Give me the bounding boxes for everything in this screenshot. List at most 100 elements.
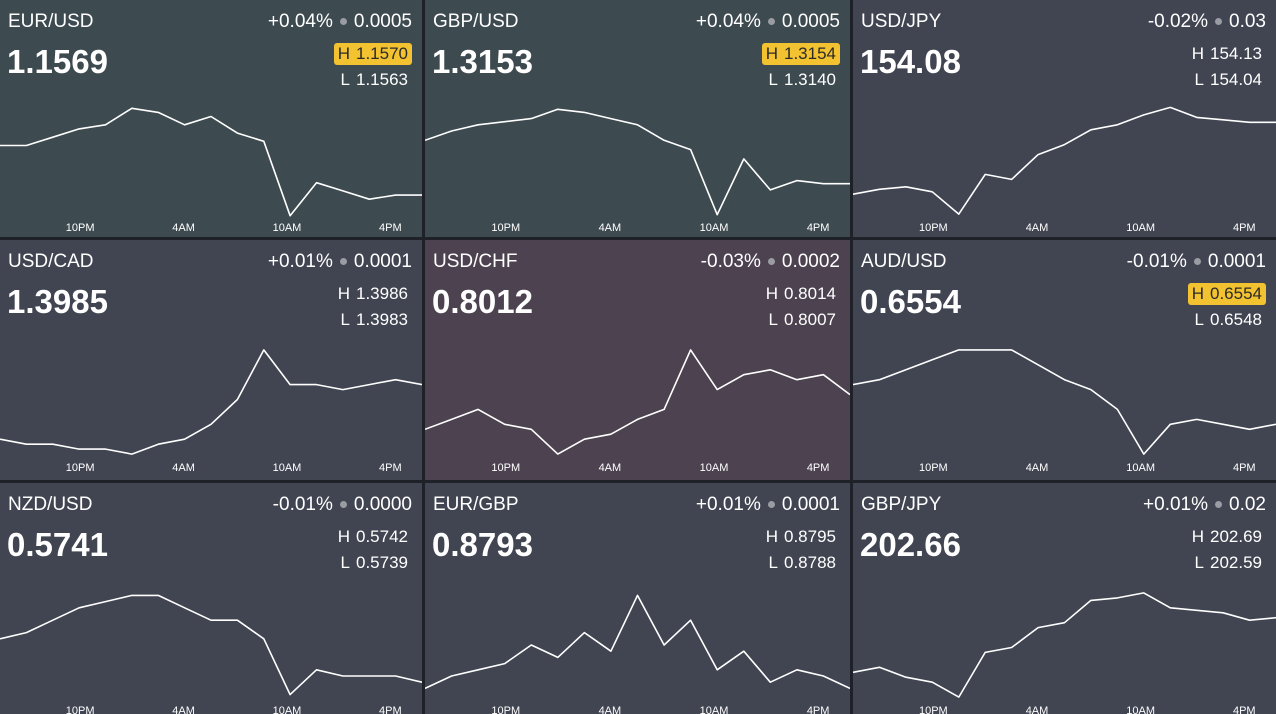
- quote-tile[interactable]: USD/CAD +0.01% 0.0001 1.3985 H 1.3986 L 1.3983 1…: [0, 240, 422, 480]
- x-tick-label: 4PM: [379, 222, 402, 234]
- symbol: AUD/USD: [861, 251, 947, 272]
- change-absolute: 0.0001: [1207, 251, 1266, 272]
- symbol: EUR/USD: [8, 11, 94, 32]
- price-line: [0, 349, 422, 455]
- change-percent: +0.01%: [1143, 494, 1209, 515]
- high-label: H: [337, 527, 350, 546]
- quote-tile[interactable]: EUR/USD +0.04% 0.0005 1.1569 H 1.1570 L 1.1563 1…: [0, 0, 422, 237]
- change-percent: -0.01%: [1126, 251, 1187, 272]
- high-label: H: [1191, 44, 1204, 63]
- separator-dot: [1215, 501, 1223, 509]
- price: 0.8012: [432, 283, 533, 320]
- x-tick-label: 10PM: [66, 222, 95, 234]
- high-value: 0.8014: [784, 284, 836, 303]
- price-line: [425, 108, 850, 216]
- change-percent: +0.04%: [267, 11, 333, 32]
- change-percent: -0.02%: [1147, 11, 1209, 32]
- price: 1.3153: [432, 43, 533, 80]
- x-tick-label: 10AM: [273, 462, 302, 474]
- x-tick-label: 10AM: [1126, 222, 1155, 234]
- change-percent: -0.01%: [272, 494, 333, 515]
- x-tick-label: 4PM: [807, 222, 830, 234]
- change: +0.01% 0.0001: [696, 494, 840, 516]
- low-value: 0.8788: [784, 553, 836, 572]
- price: 0.6554: [860, 283, 961, 320]
- separator-dot: [767, 501, 775, 509]
- high-label: H: [337, 284, 350, 303]
- price-line: [425, 594, 850, 690]
- sparkline: 10PM 4AM 10AM 4PM: [853, 349, 1276, 474]
- low: L 1.3983: [337, 309, 412, 331]
- quote-tile[interactable]: GBP/USD +0.04% 0.0005 1.3153 H 1.3154 L 1.3140 1…: [425, 0, 850, 237]
- low: L 0.8007: [765, 309, 840, 331]
- separator-dot: [339, 501, 347, 509]
- change-absolute: 0.0001: [353, 251, 412, 272]
- high-label: H: [1191, 527, 1204, 546]
- sparkline: 10PM 4AM 10AM 4PM: [425, 108, 850, 234]
- x-tick-label: 10PM: [66, 462, 95, 474]
- price: 202.66: [860, 526, 961, 563]
- low-label: L: [1194, 70, 1204, 89]
- sparkline: 10PM 4AM 10AM 4PM: [425, 349, 850, 474]
- low-label: L: [768, 310, 778, 329]
- change: -0.01% 0.0000: [273, 494, 412, 516]
- price: 1.3985: [7, 283, 108, 320]
- price: 0.5741: [7, 526, 108, 563]
- separator-dot: [767, 258, 775, 266]
- change-absolute: 0.0002: [781, 251, 840, 272]
- sparkline: 10PM 4AM 10AM 4PM: [425, 594, 850, 714]
- high: H 154.13: [1188, 43, 1266, 65]
- low: L 0.6548: [1191, 309, 1266, 331]
- quote-tile[interactable]: AUD/USD -0.01% 0.0001 0.6554 H 0.6554 L 0.6548 1…: [853, 240, 1276, 480]
- x-tick-label: 4PM: [807, 705, 830, 714]
- price-line: [853, 592, 1276, 698]
- change: +0.04% 0.0005: [696, 11, 840, 33]
- price-line: [0, 107, 422, 217]
- high: H 0.5742: [334, 526, 412, 548]
- x-tick-label: 4AM: [172, 462, 195, 474]
- low-label: L: [340, 553, 350, 572]
- change: -0.01% 0.0001: [1127, 251, 1266, 273]
- price-line: [853, 106, 1276, 215]
- change: +0.01% 0.02: [1143, 494, 1266, 516]
- x-tick-label: 10PM: [491, 222, 520, 234]
- quote-tile[interactable]: USD/CHF -0.03% 0.0002 0.8012 H 0.8014 L 0.8007 1…: [425, 240, 850, 480]
- x-tick-label: 10AM: [700, 462, 729, 474]
- change-absolute: 0.03: [1229, 11, 1266, 32]
- change-percent: +0.01%: [695, 494, 761, 515]
- change-absolute: 0.0001: [781, 494, 840, 515]
- separator-dot: [767, 18, 775, 26]
- low: L 1.1563: [337, 69, 412, 91]
- symbol: USD/JPY: [861, 11, 942, 32]
- x-tick-label: 4AM: [1026, 462, 1049, 474]
- high-label: H: [765, 527, 778, 546]
- high-label: H: [765, 44, 778, 63]
- x-tick-label: 4PM: [1233, 462, 1256, 474]
- high-label: H: [1191, 284, 1204, 303]
- price-line: [853, 349, 1276, 455]
- change: -0.02% 0.03: [1148, 11, 1266, 33]
- x-tick-label: 4AM: [1026, 705, 1049, 714]
- change-absolute: 0.0005: [781, 11, 840, 32]
- x-tick-label: 4AM: [599, 222, 622, 234]
- high-value: 1.1570: [356, 44, 408, 63]
- x-tick-label: 10PM: [491, 705, 520, 714]
- quote-tile[interactable]: GBP/JPY +0.01% 0.02 202.66 H 202.69 L 202.59 10P…: [853, 483, 1276, 714]
- x-tick-label: 10AM: [1126, 705, 1155, 714]
- low-label: L: [340, 70, 350, 89]
- symbol: USD/CAD: [8, 251, 94, 272]
- quote-tile[interactable]: NZD/USD -0.01% 0.0000 0.5741 H 0.5742 L 0.5739 1…: [0, 483, 422, 714]
- quote-tile[interactable]: EUR/GBP +0.01% 0.0001 0.8793 H 0.8795 L 0.8788 1…: [425, 483, 850, 714]
- price: 0.8793: [432, 526, 533, 563]
- low-value: 0.6548: [1210, 310, 1262, 329]
- change-percent: +0.01%: [267, 251, 333, 272]
- low: L 0.8788: [765, 552, 840, 574]
- quote-tile[interactable]: USD/JPY -0.02% 0.03 154.08 H 154.13 L 154.04 10P…: [853, 0, 1276, 237]
- low-value: 154.04: [1210, 70, 1262, 89]
- low-label: L: [340, 310, 350, 329]
- x-tick-label: 4PM: [379, 705, 402, 714]
- symbol: NZD/USD: [8, 494, 93, 515]
- change-absolute: 0.02: [1229, 494, 1266, 515]
- price-line: [0, 594, 422, 696]
- x-tick-label: 10AM: [1126, 462, 1155, 474]
